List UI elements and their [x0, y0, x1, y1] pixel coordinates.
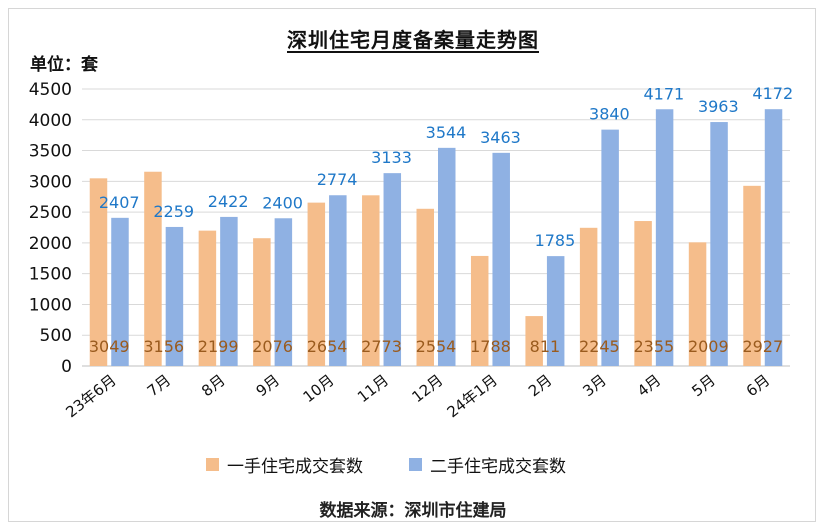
bar-new-homes — [525, 316, 543, 366]
source-label: 数据来源：深圳市住建局 — [319, 501, 507, 521]
data-label-resale-homes: 3463 — [480, 128, 521, 147]
data-label-new-homes: 2355 — [633, 337, 674, 356]
data-label-new-homes: 2554 — [416, 337, 457, 356]
data-label-new-homes: 2654 — [307, 337, 348, 356]
x-tick-label: 10月 — [300, 371, 338, 406]
bar-new-homes — [416, 208, 434, 366]
x-tick-label: 8月 — [198, 371, 228, 400]
bar-resale-homes — [220, 216, 238, 366]
x-tick-label: 2月 — [525, 371, 555, 400]
x-tick-label: 23年6月 — [62, 371, 119, 421]
bar-new-homes — [743, 185, 761, 366]
bar-new-homes — [579, 227, 598, 366]
data-label-new-homes: 3156 — [143, 337, 184, 356]
x-tick-label: 24年1月 — [444, 371, 501, 421]
unit-label: 单位：套 — [30, 55, 98, 75]
bar-new-homes — [144, 171, 162, 366]
chart-title: 深圳住宅月度备案量走势图 — [287, 28, 539, 52]
bar-resale-homes — [329, 195, 347, 366]
bar-resale-homes — [274, 218, 293, 366]
bar-resale-homes — [383, 173, 402, 366]
bar-resale-homes — [655, 109, 674, 367]
bar-resale-homes — [111, 217, 129, 366]
x-tick-label: 11月 — [354, 371, 392, 406]
bar-new-homes — [688, 242, 707, 366]
data-label-resale-homes: 2407 — [99, 193, 140, 212]
data-label-new-homes: 2927 — [742, 337, 783, 356]
data-label-new-homes: 2009 — [688, 337, 729, 356]
bar-new-homes — [470, 255, 489, 366]
data-label-new-homes: 2773 — [361, 337, 402, 356]
data-label-new-homes: 1788 — [470, 337, 511, 356]
bar-resale-homes — [165, 226, 184, 366]
legend-item-resale-homes: 二手住宅成交套数 — [409, 452, 566, 477]
bar-new-homes — [634, 221, 652, 366]
data-label-new-homes: 811 — [530, 337, 561, 356]
bar-resale-homes — [438, 147, 456, 366]
x-tick-label: 9月 — [253, 371, 283, 400]
y-tick-label: 1500 — [29, 265, 72, 285]
data-label-new-homes: 2076 — [252, 337, 293, 356]
bar-resale-homes — [710, 122, 728, 367]
legend-label-resale-homes: 二手住宅成交套数 — [430, 456, 566, 477]
data-label-resale-homes: 3133 — [371, 148, 412, 167]
x-tick-label: 7月 — [144, 371, 174, 400]
y-tick-label: 2500 — [29, 203, 72, 223]
legend: 一手住宅成交套数 二手住宅成交套数 — [206, 452, 612, 477]
chart-frame — [8, 8, 816, 522]
bar-new-homes — [307, 202, 326, 366]
legend-label-new-homes: 一手住宅成交套数 — [227, 456, 363, 477]
y-tick-label: 500 — [40, 326, 72, 346]
y-tick-label: 0 — [61, 357, 72, 377]
x-tick-label: 3月 — [579, 371, 609, 400]
legend-swatch-new-homes — [206, 457, 219, 471]
legend-item-new-homes: 一手住宅成交套数 — [206, 452, 363, 477]
data-label-resale-homes: 2422 — [208, 192, 249, 211]
data-label-new-homes: 2199 — [198, 337, 239, 356]
data-label-resale-homes: 4171 — [643, 84, 684, 103]
legend-swatch-resale-homes — [409, 457, 422, 471]
data-label-resale-homes: 1785 — [535, 231, 576, 250]
bar-new-homes — [253, 238, 271, 366]
y-tick-label: 4500 — [29, 80, 72, 100]
bar-resale-homes — [492, 152, 510, 366]
bar-resale-homes — [764, 109, 783, 367]
bar-new-homes — [89, 178, 108, 366]
data-label-resale-homes: 4172 — [752, 84, 793, 103]
bar-resale-homes — [546, 256, 565, 366]
data-label-resale-homes: 2400 — [262, 193, 303, 212]
x-tick-label: 4月 — [634, 371, 664, 400]
bar-resale-homes — [601, 129, 619, 366]
data-label-new-homes: 3049 — [89, 337, 130, 356]
y-tick-label: 4000 — [29, 111, 72, 131]
x-tick-label: 6月 — [743, 371, 773, 400]
data-label-resale-homes: 3840 — [589, 105, 630, 124]
data-label-resale-homes: 2259 — [153, 202, 194, 221]
data-label-resale-homes: 3963 — [698, 97, 739, 116]
y-tick-label: 2000 — [29, 234, 72, 254]
data-label-resale-homes: 2774 — [317, 170, 358, 189]
data-label-resale-homes: 3544 — [426, 123, 467, 142]
y-tick-label: 3000 — [29, 172, 72, 192]
x-tick-label: 12月 — [409, 371, 447, 406]
data-label-new-homes: 2245 — [579, 337, 620, 356]
bar-new-homes — [362, 195, 380, 366]
x-tick-label: 5月 — [688, 371, 718, 400]
bar-new-homes — [198, 230, 217, 366]
y-tick-label: 1000 — [29, 295, 72, 315]
y-tick-label: 3500 — [29, 142, 72, 162]
